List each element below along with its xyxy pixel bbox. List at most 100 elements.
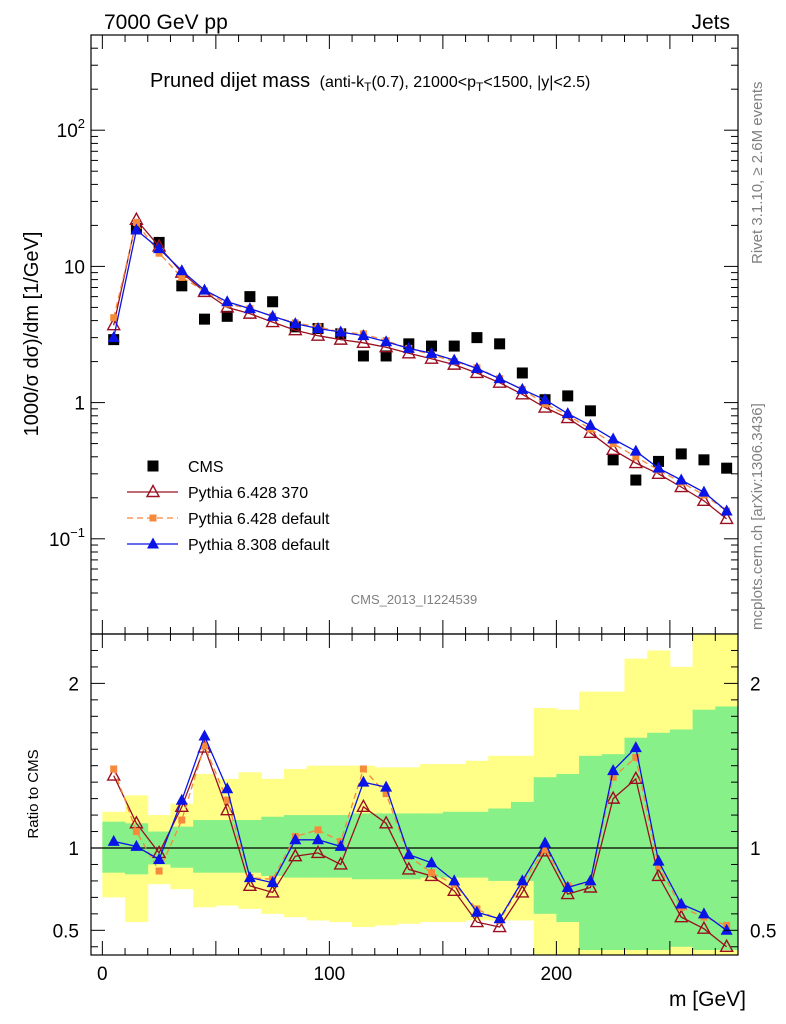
data-point <box>697 485 710 497</box>
ratio-point <box>470 905 483 917</box>
ratio-point <box>402 848 415 860</box>
data-point <box>609 440 617 448</box>
data-point <box>607 432 620 444</box>
data-point <box>221 295 234 307</box>
data-point <box>629 444 642 456</box>
data-point <box>494 338 506 350</box>
data-point <box>310 327 326 341</box>
ratio-point <box>469 914 485 928</box>
ratio-point <box>401 861 417 875</box>
ratio-point <box>560 886 575 900</box>
ratio-point <box>675 897 688 909</box>
uncertainty-band-green <box>647 732 671 951</box>
data-point <box>539 393 552 405</box>
ratio-point <box>448 874 461 886</box>
ratio-point <box>221 782 234 794</box>
ratio-point <box>288 848 303 862</box>
data-point <box>402 341 415 353</box>
data-point <box>378 339 394 353</box>
ratio-y-tick-label: 1 <box>68 839 79 860</box>
data-point <box>605 441 621 456</box>
ratio-point <box>607 764 620 776</box>
y-axis-title-ratio: Ratio to CMS <box>25 749 42 838</box>
series-line <box>113 228 728 512</box>
data-point <box>356 334 371 348</box>
data-point <box>630 474 642 486</box>
x-tick-label: 0 <box>97 964 108 985</box>
mcplots-credit-text: mcplots.cern.ch [arXiv:1306.3436] <box>749 403 766 630</box>
legend-marker <box>147 460 159 472</box>
data-point <box>110 314 118 322</box>
ratio-point <box>334 839 347 851</box>
data-point <box>333 331 348 345</box>
series-0 <box>108 222 733 486</box>
data-point <box>176 280 188 292</box>
ratio-y-tick-label: 0.5 <box>53 921 79 942</box>
legend-entry: Pythia 8.308 default <box>127 537 330 554</box>
plot-title: Pruned dijet mass (anti-kT(0.7), 21000<p… <box>150 70 590 94</box>
legend-entry: Pythia 6.428 default <box>127 511 330 528</box>
ratio-point <box>697 907 710 919</box>
data-point <box>628 455 644 469</box>
ratio-point <box>178 816 186 824</box>
x-tick-label: 100 <box>314 964 346 985</box>
uncertainty-band-green <box>170 826 194 868</box>
data-point <box>698 454 710 466</box>
legend-label: CMS <box>188 459 224 476</box>
ratio-series-2 <box>107 729 733 935</box>
ratio-point <box>359 765 367 773</box>
ratio-point <box>674 909 689 923</box>
ratio-point <box>265 884 280 898</box>
ratio-point <box>655 862 663 870</box>
ratio-point <box>175 793 188 805</box>
data-point <box>721 462 733 474</box>
ratio-point <box>357 775 370 787</box>
data-point <box>357 329 370 341</box>
data-point <box>561 407 574 419</box>
data-point <box>130 223 143 235</box>
data-point <box>652 461 665 473</box>
ratio-point <box>378 815 394 829</box>
ratio-point <box>583 879 598 893</box>
ratio-point <box>584 874 597 886</box>
data-point <box>357 350 369 362</box>
data-point <box>493 372 506 384</box>
uncertainty-band-green <box>397 813 421 880</box>
data-point <box>425 346 438 358</box>
energy-label: 7000 GeV pp <box>104 11 228 34</box>
uncertainty-band-green <box>601 754 625 951</box>
ratio-point <box>106 767 121 781</box>
ratio-line <box>113 745 728 948</box>
ratio-point <box>310 844 326 859</box>
ratio-line <box>113 734 727 931</box>
data-point <box>243 302 256 314</box>
uncertainty-band-green <box>669 729 694 947</box>
ratio-point <box>132 828 140 836</box>
ratio-point <box>107 834 120 846</box>
uncertainty-band-green <box>488 808 512 881</box>
ratio-point <box>720 923 733 935</box>
ratio-point <box>223 796 231 804</box>
ratio-point <box>447 882 462 896</box>
ratio-point <box>561 881 574 893</box>
uncertainty-band-green <box>352 813 376 880</box>
ratio-point <box>266 876 279 888</box>
ratio-point <box>155 867 163 875</box>
legend-entry: CMS <box>147 459 224 476</box>
uncertainty-band-green <box>692 709 716 951</box>
ratio-point <box>428 869 436 877</box>
ratio-point <box>110 765 118 773</box>
ratio-point <box>382 790 390 798</box>
ratio-point <box>609 773 617 781</box>
data-point <box>334 325 347 337</box>
data-point <box>199 313 211 325</box>
ratio-point <box>314 826 322 834</box>
legend-entry: Pythia 6.428 370 <box>127 484 308 502</box>
data-point <box>265 314 280 328</box>
data-point <box>288 322 303 336</box>
data-point <box>175 264 188 276</box>
analysis-watermark: CMS_2013_I1224539 <box>351 592 478 607</box>
data-point <box>607 454 619 466</box>
series-line <box>113 218 728 520</box>
